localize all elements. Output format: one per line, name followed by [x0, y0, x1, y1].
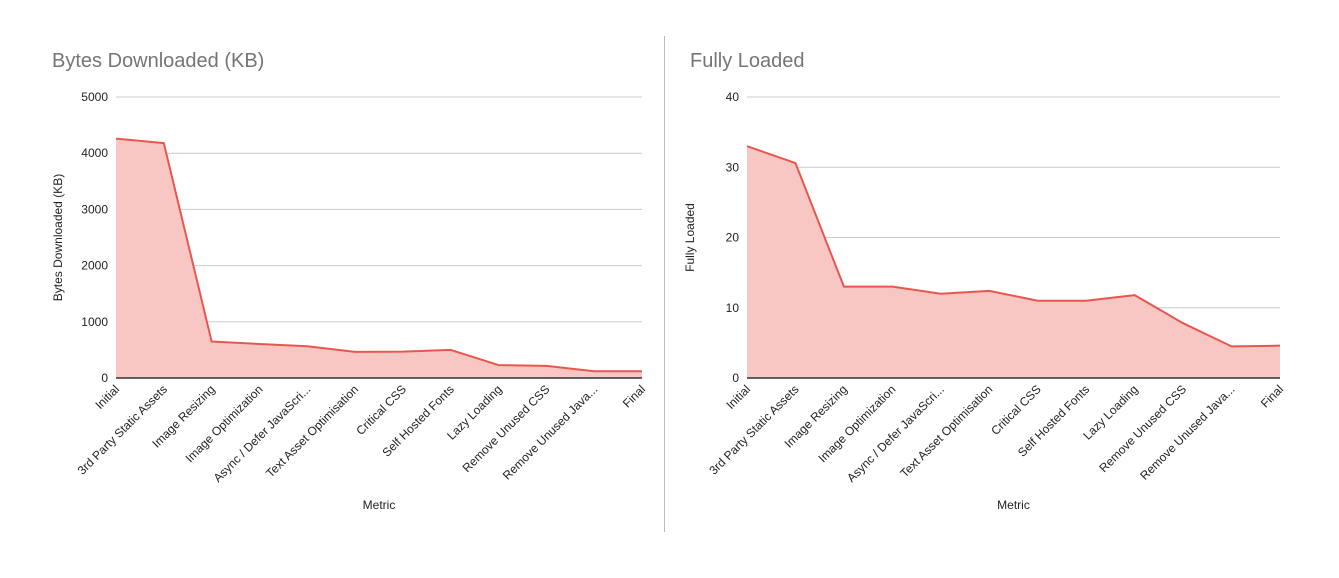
x-tick-label: Initial: [92, 382, 122, 412]
x-tick-label: Remove Unused Java...: [500, 382, 600, 482]
chart-title: Bytes Downloaded (KB): [52, 50, 265, 72]
y-tick-label: 2000: [81, 259, 108, 273]
chart-title: Fully Loaded: [690, 50, 805, 72]
chart-panel-bytes-downloaded: Bytes Downloaded (KB) 0 1000 2000 3000 4000 5…: [0, 0, 664, 578]
x-tick-label: Final: [620, 382, 648, 410]
x-tick-label: Initial: [723, 382, 753, 412]
y-axis-title: Bytes Downloaded (KB): [51, 174, 65, 301]
y-tick-label: 40: [726, 90, 740, 104]
x-axis-title: Metric: [997, 498, 1030, 512]
y-tick-label: 20: [726, 231, 740, 245]
x-tick-label: Async / Defer JavaScri...: [844, 382, 947, 485]
x-tick-label: Remove Unused CSS: [460, 382, 553, 475]
x-tick-label: Remove Unused CSS: [1096, 382, 1189, 475]
y-tick-label: 1000: [81, 315, 108, 329]
series-line: [115, 137, 642, 373]
series-area: [116, 138, 642, 378]
y-tick-label: 0: [101, 371, 108, 385]
y-tick-label: 30: [726, 160, 740, 174]
x-axis-title: Metric: [363, 498, 396, 512]
series-area: [747, 146, 1280, 378]
x-tick-label: 3rd Party Static Assets: [75, 382, 170, 477]
x-tick-label: Text Asset Optimisation: [263, 382, 361, 480]
panel-divider: [664, 36, 665, 532]
y-tick-label: 0: [732, 371, 739, 385]
series-line: [746, 145, 1281, 348]
x-tick-label: Async / Defer JavaScri...: [211, 382, 314, 485]
x-tick-label: Text Asset Optimisation: [897, 382, 995, 480]
x-tick-label: Final: [1258, 382, 1286, 410]
y-tick-label: 10: [726, 301, 740, 315]
y-tick-label: 5000: [81, 90, 108, 104]
x-tick-label: 3rd Party Static Assets: [706, 382, 801, 477]
x-tick-label: Remove Unused Java...: [1137, 382, 1237, 482]
chart-panel-fully-loaded: Fully Loaded 0 10 20 30 40 Initial 3rd Party S…: [666, 0, 1339, 578]
y-tick-label: 4000: [81, 146, 108, 160]
y-tick-label: 3000: [81, 202, 108, 216]
y-axis-title: Fully Loaded: [683, 203, 697, 272]
